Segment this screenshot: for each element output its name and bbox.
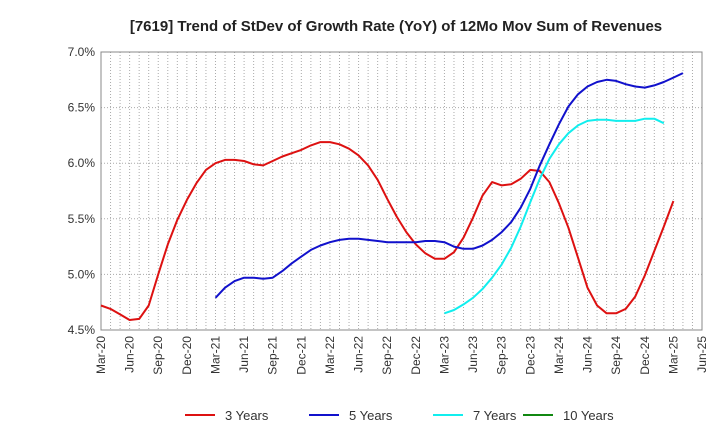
x-tick-label: Dec-21 — [294, 336, 308, 375]
y-tick-label: 5.0% — [68, 267, 96, 281]
x-tick-label: Sep-21 — [266, 336, 280, 375]
x-tick-label: Dec-20 — [180, 336, 194, 375]
series-line-7-years — [444, 117, 665, 315]
x-tick-label: Jun-22 — [352, 336, 366, 373]
y-tick-label: 6.5% — [68, 101, 96, 115]
x-tick-label: Dec-24 — [638, 336, 652, 375]
x-tick-label: Jun-23 — [466, 336, 480, 373]
plot-frame — [100, 51, 703, 331]
x-tick-label: Jun-20 — [123, 336, 137, 373]
x-tick-label: Mar-23 — [437, 336, 451, 374]
x-tick-label: Mar-22 — [323, 336, 337, 374]
y-tick-label: 5.5% — [68, 212, 96, 226]
x-tick-label: Jun-25 — [695, 336, 709, 373]
x-tick-label: Mar-25 — [666, 336, 680, 374]
x-tick-label: Jun-24 — [581, 336, 595, 373]
x-tick-label: Dec-22 — [409, 336, 423, 375]
x-tick-label: Sep-20 — [151, 336, 165, 375]
x-tick-label: Mar-24 — [552, 336, 566, 374]
series-line-5-years — [214, 72, 684, 299]
legend-label: 5 Years — [349, 408, 393, 423]
legend-label: 7 Years — [473, 408, 517, 423]
legend-label: 10 Years — [563, 408, 614, 423]
series-line-3-years — [100, 141, 675, 321]
y-tick-label: 7.0% — [68, 45, 96, 59]
plot-area: 4.5% 5.0% 5.5% 6.0% 6.5% 7.0% Mar-20 Jun-20 Sep-… — [68, 45, 709, 423]
x-tick-label: Dec-23 — [523, 336, 537, 375]
x-tick-label: Sep-22 — [380, 336, 394, 375]
legend-label: 3 Years — [225, 408, 269, 423]
x-tick-label: Sep-23 — [495, 336, 509, 375]
x-tick-label: Sep-24 — [609, 336, 623, 375]
x-tick-label: Mar-20 — [94, 336, 108, 374]
x-tick-label: Jun-21 — [237, 336, 251, 373]
x-tick-label: Mar-21 — [208, 336, 222, 374]
y-tick-label: 4.5% — [68, 323, 96, 337]
y-tick-label: 6.0% — [68, 156, 96, 170]
chart-title: [7619] Trend of StDev of Growth Rate (Yo… — [130, 18, 662, 35]
